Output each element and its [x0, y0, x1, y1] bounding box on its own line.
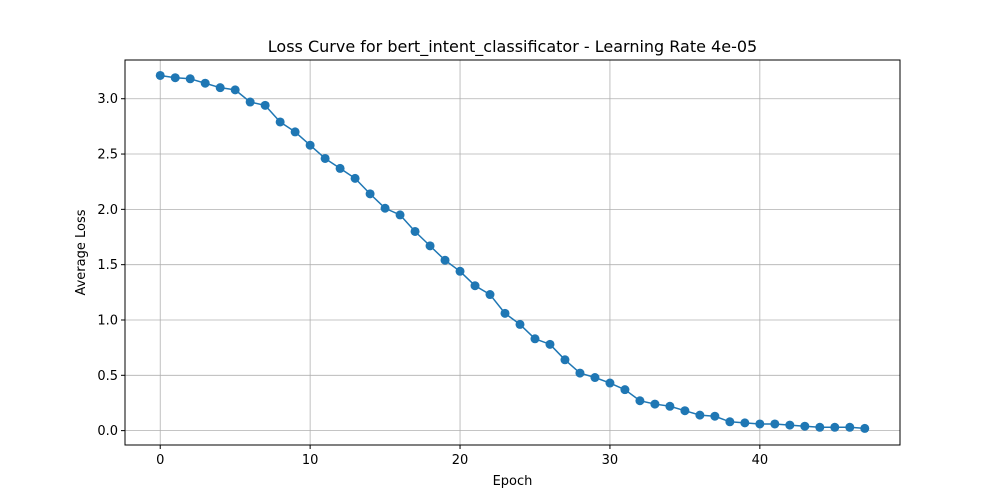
y-tick-label: 1.0	[97, 313, 118, 328]
data-point	[695, 410, 705, 420]
chart-title: Loss Curve for bert_intent_classificator…	[268, 37, 757, 57]
x-axis-label: Epoch	[493, 474, 533, 489]
data-point	[530, 334, 540, 344]
data-point	[185, 74, 195, 84]
grid-layer	[125, 60, 900, 445]
data-point	[725, 417, 735, 427]
y-tick-label: 3.0	[97, 92, 118, 107]
x-tick-label: 20	[452, 453, 469, 468]
y-axis-label: Average Loss	[74, 209, 89, 295]
data-point	[485, 290, 495, 300]
data-point	[650, 399, 660, 409]
data-point	[395, 210, 405, 220]
data-point	[815, 422, 825, 432]
data-point	[350, 173, 360, 183]
data-point	[320, 153, 330, 163]
data-point	[380, 203, 390, 213]
data-point	[770, 419, 780, 429]
y-tick-label: 0.0	[97, 424, 118, 439]
data-point	[425, 241, 435, 251]
data-point	[545, 339, 555, 349]
x-tick-label: 40	[752, 453, 769, 468]
data-point	[590, 373, 600, 383]
x-tick-label: 0	[156, 453, 164, 468]
data-point	[170, 73, 180, 83]
data-point	[245, 97, 255, 107]
data-point	[785, 420, 795, 430]
data-point	[275, 117, 285, 127]
data-point	[230, 85, 240, 95]
y-tick-label: 2.5	[97, 148, 118, 163]
data-point	[410, 226, 420, 236]
data-point	[440, 255, 450, 265]
y-tick-label: 2.0	[97, 203, 118, 218]
data-point	[335, 163, 345, 173]
data-point	[635, 396, 645, 406]
data-point	[740, 418, 750, 428]
y-tick-label: 0.5	[97, 369, 118, 384]
data-point	[845, 422, 855, 432]
data-point	[455, 266, 465, 276]
x-tick-label: 10	[302, 453, 319, 468]
data-point	[200, 78, 210, 88]
data-point	[290, 127, 300, 137]
data-point	[755, 419, 765, 429]
data-point	[605, 378, 615, 388]
data-point	[500, 308, 510, 318]
data-point	[215, 83, 225, 93]
data-point	[305, 140, 315, 150]
x-tick-label: 30	[602, 453, 619, 468]
data-point	[800, 421, 810, 431]
data-point	[665, 401, 675, 411]
data-point	[620, 385, 630, 395]
y-tick-label: 1.5	[97, 258, 118, 273]
series-layer	[155, 70, 870, 433]
data-point	[365, 189, 375, 199]
plot-frame	[124, 59, 901, 446]
data-point	[155, 70, 165, 80]
data-point	[830, 422, 840, 432]
data-point	[575, 368, 585, 378]
data-point	[470, 281, 480, 291]
data-point	[515, 319, 525, 329]
ticks-layer: 0 10 20 30 40 0.0 0.5 1.0 1.5 2.0 2.5 3.0	[97, 92, 768, 468]
data-point	[680, 406, 690, 416]
data-point	[260, 100, 270, 110]
data-point	[860, 423, 870, 433]
data-point	[560, 355, 570, 365]
data-point	[710, 411, 720, 421]
